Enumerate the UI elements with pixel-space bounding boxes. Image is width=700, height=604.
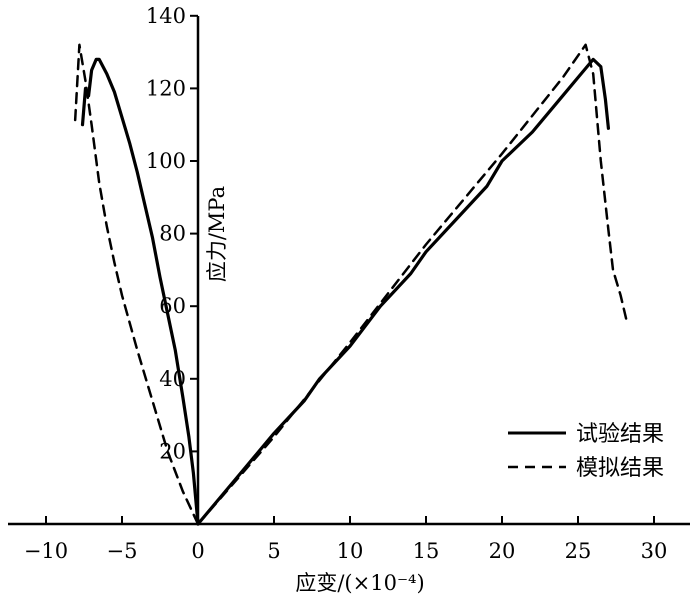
x-tick-label: 30 — [641, 539, 668, 563]
x-tick-label: 20 — [489, 539, 516, 563]
x-tick-label: 5 — [267, 539, 280, 563]
y-tick-label: 100 — [146, 149, 186, 173]
x-tick-label: 25 — [565, 539, 592, 563]
x-tick-label: 10 — [337, 539, 364, 563]
series-layer — [73, 43, 628, 526]
y-tick-label: 140 — [146, 4, 186, 28]
simulation-curve-negative — [73, 43, 200, 526]
x-tick-label: 0 — [191, 539, 204, 563]
y-tick-label: 80 — [159, 222, 186, 246]
y-tick-label: 120 — [146, 76, 186, 100]
test-curve-negative — [80, 57, 200, 526]
x-tick-label: 15 — [413, 539, 440, 563]
x-tick-label: −5 — [107, 539, 138, 563]
x-tick-label: −10 — [24, 539, 68, 563]
legend: 试验结果 模拟结果 — [508, 422, 664, 481]
x-ticks: −10 −5 0 5 10 15 20 25 30 — [24, 516, 668, 563]
x-axis-title: 应变/(×10⁻⁴) — [295, 571, 424, 595]
axes — [8, 16, 690, 526]
y-axis-title: 应力/MPa — [205, 186, 229, 282]
simulation-curve-positive — [196, 43, 628, 526]
y-tick-label: 20 — [159, 439, 186, 463]
legend-label-sim: 模拟结果 — [576, 456, 664, 481]
legend-label-test: 试验结果 — [576, 422, 664, 447]
